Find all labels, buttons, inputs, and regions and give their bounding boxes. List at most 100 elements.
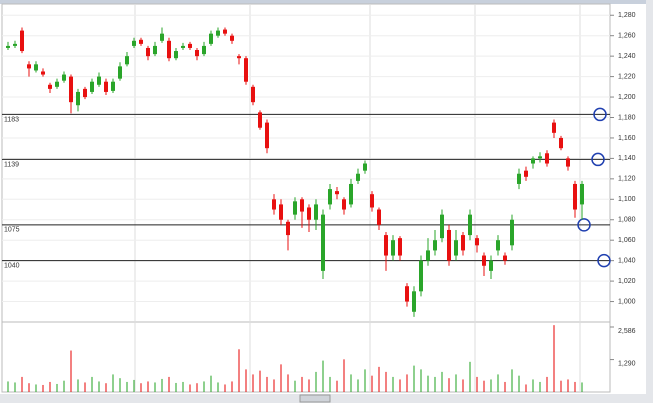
candle-body xyxy=(398,238,402,256)
candle-body xyxy=(489,260,493,271)
candle-body xyxy=(559,137,563,149)
candle-body xyxy=(531,158,535,164)
candle-body xyxy=(580,183,584,205)
candle-body xyxy=(83,88,87,98)
candle-body xyxy=(573,183,577,210)
candle-body xyxy=(223,29,227,34)
candle-body xyxy=(160,33,164,41)
candle-body xyxy=(251,86,255,103)
volume-bar xyxy=(483,380,485,392)
candle-body xyxy=(356,173,360,181)
volume-bar xyxy=(553,325,555,392)
volume-bar xyxy=(91,376,93,392)
candle-body xyxy=(482,255,486,266)
candle-body xyxy=(111,81,115,91)
candle-body xyxy=(454,240,458,256)
candle-body xyxy=(440,214,444,239)
volume-bar xyxy=(462,379,464,392)
volume-bar xyxy=(161,378,163,392)
volume-bar xyxy=(7,381,9,392)
volume-bar xyxy=(336,380,338,392)
volume-bar xyxy=(49,381,51,392)
volume-bar xyxy=(168,376,170,392)
volume-bar xyxy=(322,360,324,392)
candle-body xyxy=(510,219,514,246)
candle-body xyxy=(265,122,269,149)
candle-body xyxy=(209,33,213,44)
candle-body xyxy=(538,156,542,159)
volume-bar xyxy=(196,383,198,392)
volume-bar xyxy=(77,379,79,392)
y-tick-label: 1,120 xyxy=(618,176,636,183)
candle-body xyxy=(181,45,185,48)
volume-bar xyxy=(574,381,576,392)
volume-bar xyxy=(147,381,149,392)
candle-body xyxy=(20,30,24,52)
y-tick-label: 1,000 xyxy=(618,298,636,305)
y-tick-label: 1,040 xyxy=(618,257,636,264)
volume-bar xyxy=(567,379,569,392)
y-tick-label: 1,160 xyxy=(618,135,636,142)
volume-bar xyxy=(21,376,23,392)
top-bar xyxy=(0,0,653,4)
volume-bar xyxy=(441,371,443,392)
volume-bar xyxy=(252,374,254,392)
volume-bar xyxy=(315,371,317,392)
candle-body xyxy=(244,58,248,82)
volume-bar xyxy=(329,376,331,392)
volume-bar xyxy=(238,349,240,392)
y-tick-label: 1,140 xyxy=(618,155,636,162)
candle-body xyxy=(62,74,66,81)
volume-bar xyxy=(560,380,562,392)
volume-tick-label: 1,290 xyxy=(618,360,636,367)
volume-bar xyxy=(14,382,16,392)
candle-body xyxy=(314,204,318,220)
volume-bar xyxy=(105,383,107,392)
volume-bar xyxy=(217,382,219,392)
candle-body xyxy=(216,30,220,36)
y-tick-label: 1,100 xyxy=(618,196,636,203)
volume-bar xyxy=(469,361,471,392)
volume-bar xyxy=(112,374,114,392)
volume-bar xyxy=(343,359,345,392)
candle-body xyxy=(104,81,108,92)
volume-bar xyxy=(399,379,401,392)
volume-bar xyxy=(259,370,261,392)
candle-body xyxy=(97,76,101,85)
candle-body xyxy=(293,201,297,215)
volume-bar xyxy=(287,374,289,392)
candle-body xyxy=(363,163,367,171)
candle-body xyxy=(503,255,507,261)
volume-bar xyxy=(294,380,296,392)
candle-body xyxy=(230,35,234,41)
candle-body xyxy=(13,43,17,46)
volume-bar xyxy=(413,365,415,392)
y-tick-label: 1,200 xyxy=(618,94,636,101)
candle-body xyxy=(349,183,353,205)
level-label: 1183 xyxy=(4,116,19,123)
candle-body xyxy=(258,112,262,128)
candle-body xyxy=(237,56,241,59)
volume-bar xyxy=(364,369,366,392)
volume-bar xyxy=(434,376,436,392)
volume-bar xyxy=(525,384,527,392)
candle-body xyxy=(468,214,472,236)
scroll-thumb[interactable] xyxy=(299,394,331,403)
candle-body xyxy=(496,240,500,251)
volume-panel xyxy=(1,321,611,393)
level-label: 1075 xyxy=(4,227,20,234)
candle-body xyxy=(118,66,122,79)
volume-bar xyxy=(511,369,513,392)
volume-bar xyxy=(308,379,310,392)
volume-bar xyxy=(273,379,275,392)
volume-bar xyxy=(350,374,352,392)
candle-body xyxy=(27,64,31,69)
volume-bar xyxy=(133,379,135,392)
candle-body xyxy=(146,47,150,57)
candle-body xyxy=(69,76,73,103)
candle-body xyxy=(377,209,381,225)
volume-bar xyxy=(56,383,58,392)
candle-body xyxy=(342,199,346,210)
candle-body xyxy=(202,45,206,55)
